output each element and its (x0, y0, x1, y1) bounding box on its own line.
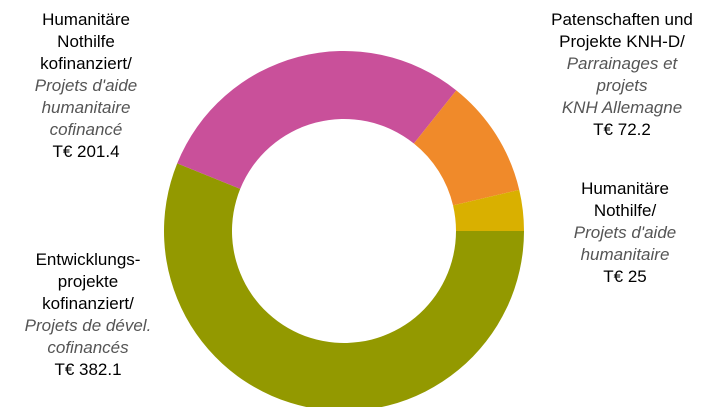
value-hum: T€ 25 (540, 266, 710, 288)
value-develop-number: 382.1 (79, 360, 122, 379)
value-paten: T€ 72.2 (525, 119, 719, 141)
unit-prefix: T€ (603, 267, 624, 286)
label-develop-fr-2: cofinancés (47, 338, 129, 357)
slice-develop (164, 163, 524, 407)
label-humcof-de-2: Nothilfe (57, 32, 115, 51)
label-humcof-fr-1: Projets d'aide (34, 76, 138, 95)
value-hum-number: 25 (627, 267, 647, 286)
value-humcof-number: 201.4 (77, 142, 120, 161)
label-humcof-de-1: Humanitäre (42, 10, 130, 29)
label-paten-de-2: Projekte KNH-D/ (559, 32, 685, 51)
label-paten-fr-2: projets (596, 76, 648, 95)
value-develop: T€ 382.1 (4, 359, 172, 381)
label-sponsorships: Patenschaften und Projekte KNH-D/ Parrai… (525, 9, 719, 141)
label-humcof-fr-2: humanitaire (41, 98, 131, 117)
label-hum-de-2: Nothilfe/ (593, 201, 657, 220)
label-develop-de-2: projekte (57, 272, 119, 291)
label-humcof-fr-3: cofinancé (49, 120, 123, 139)
label-development: Entwicklungs- projekte kofinanziert/ Pro… (4, 249, 172, 381)
slice-paten (413, 90, 520, 206)
unit-prefix: T€ (54, 360, 75, 379)
label-paten-fr-1: Parrainages et (566, 54, 678, 73)
label-humcof-de-3: kofinanziert/ (40, 54, 132, 73)
value-paten-number: 72.2 (617, 120, 651, 139)
label-hum-fr-2: humanitaire (580, 245, 670, 264)
label-develop-de-3: kofinanziert/ (42, 294, 134, 313)
label-hum-fr-1: Projets d'aide (573, 223, 677, 242)
label-develop-fr-1: Projets de dével. (24, 316, 152, 335)
slice-humcof (177, 51, 457, 189)
label-humanitarian: Humanitäre Nothilfe/ Projets d'aide huma… (540, 178, 710, 288)
unit-prefix: T€ (593, 120, 613, 139)
slice-hum (453, 189, 524, 231)
label-paten-fr-3: KNH Allemagne (561, 98, 683, 117)
unit-prefix: T€ (52, 142, 73, 161)
label-develop-de-1: Entwicklungs- (35, 250, 141, 269)
label-paten-de-1: Patenschaften und (551, 10, 693, 29)
label-hum-de-1: Humanitäre (581, 179, 669, 198)
value-humcof: T€ 201.4 (0, 141, 172, 163)
label-humanitarian-cofinanced: Humanitäre Nothilfe kofinanziert/ Projet… (0, 9, 172, 163)
